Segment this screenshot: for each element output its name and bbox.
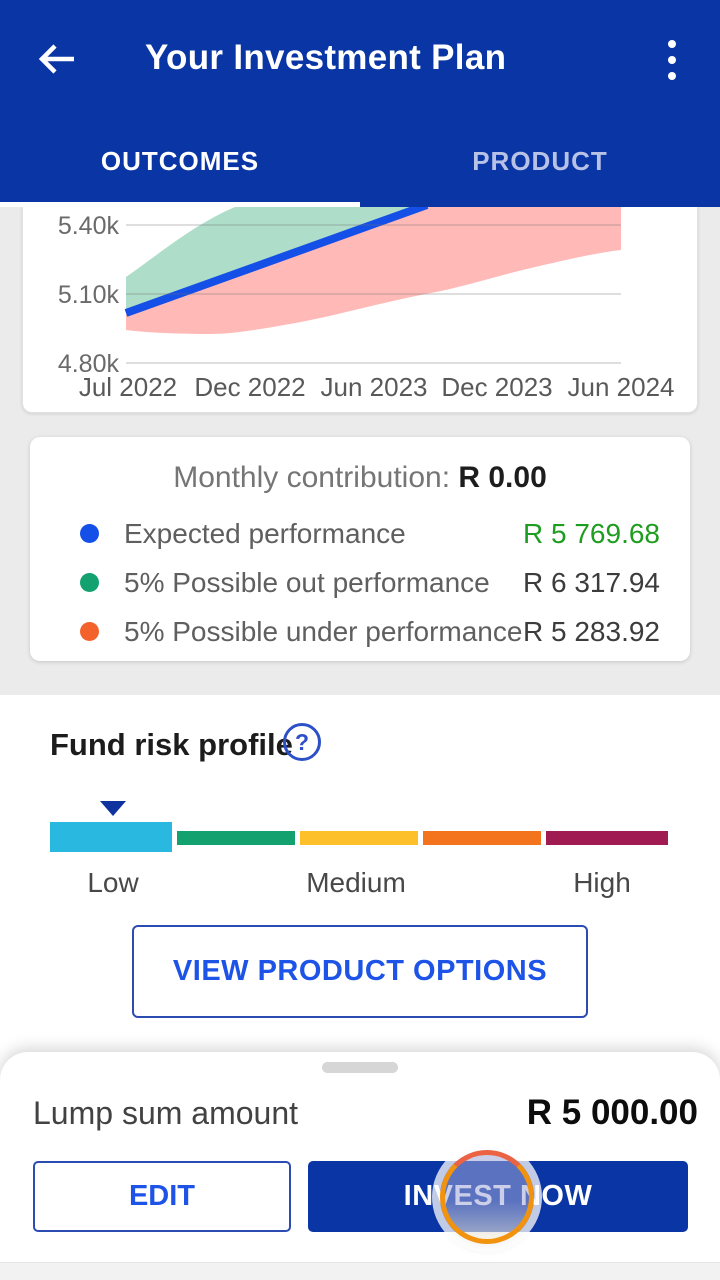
legend-value: R 5 283.92 xyxy=(523,615,660,647)
legend-label: 5% Possible out performance xyxy=(124,566,490,598)
x-tick: Jun 2024 xyxy=(568,372,675,402)
monthly-contribution: Monthly contribution: R 0.00 xyxy=(30,461,690,495)
y-tick: 4.80k xyxy=(58,350,120,378)
projection-chart[interactable]: 5.40k 5.10k 4.80k Jul 2022 Dec 2022 Jun … xyxy=(23,207,699,413)
tab-bar: OUTCOMES PRODUCT xyxy=(0,130,720,207)
chart-line-expected xyxy=(124,207,429,317)
page-title: Your Investment Plan xyxy=(145,38,507,77)
help-icon[interactable]: ? xyxy=(283,723,321,761)
legend-value: R 6 317.94 xyxy=(523,566,660,598)
y-axis-ticks: 5.40k 5.10k 4.80k xyxy=(58,212,120,378)
app-header: Your Investment Plan OUTCOMES PRODUCT xyxy=(0,0,720,207)
projection-chart-card: 5.40k 5.10k 4.80k Jul 2022 Dec 2022 Jun … xyxy=(22,207,698,413)
legend-row-underperformance: 5% Possible under performance R 5 283.92 xyxy=(30,607,690,656)
lump-sum-label: Lump sum amount xyxy=(33,1095,299,1131)
lump-sum-row: Lump sum amount R 5 000.00 xyxy=(0,1073,720,1133)
risk-segment-high[interactable] xyxy=(546,831,668,845)
chart-gridlines xyxy=(126,224,621,364)
fund-risk-title: Fund risk profile xyxy=(50,727,293,762)
monthly-contribution-label: Monthly contribution: xyxy=(173,461,459,494)
x-tick: Jul 2022 xyxy=(79,372,177,402)
legend-row-expected: Expected performance R 5 769.68 xyxy=(30,509,690,558)
legend-label: 5% Possible under performance xyxy=(124,615,523,647)
invest-now-button[interactable]: INVEST NOW xyxy=(308,1161,688,1232)
tab-product[interactable]: PRODUCT xyxy=(472,146,608,176)
outperformance-dot-icon xyxy=(80,573,99,592)
kebab-dot xyxy=(668,72,676,80)
underperformance-dot-icon xyxy=(80,622,99,641)
bottom-gesture-area xyxy=(0,1262,720,1280)
chart-area-underperformance xyxy=(126,207,621,334)
legend: Expected performance R 5 769.68 5% Possi… xyxy=(30,509,690,656)
y-tick: 5.10k xyxy=(58,281,120,309)
x-tick: Jun 2023 xyxy=(321,372,428,402)
x-tick: Dec 2023 xyxy=(441,372,552,402)
risk-segment-medium[interactable] xyxy=(300,831,418,845)
view-product-options-button[interactable]: VIEW PRODUCT OPTIONS xyxy=(132,925,588,1018)
risk-label-low: Low xyxy=(87,867,139,898)
x-axis-ticks: Jul 2022 Dec 2022 Jun 2023 Dec 2023 Jun … xyxy=(79,372,675,402)
arrow-left-icon xyxy=(38,44,74,74)
contribution-summary-card: Monthly contribution: R 0.00 Expected pe… xyxy=(30,437,690,661)
risk-label-high: High xyxy=(573,867,631,898)
risk-marker-triangle-icon xyxy=(100,801,126,816)
overflow-menu-button[interactable] xyxy=(652,38,692,82)
risk-segment-low-medium[interactable] xyxy=(177,831,295,845)
back-button[interactable] xyxy=(34,36,80,82)
drag-handle[interactable] xyxy=(322,1062,398,1073)
edit-button[interactable]: EDIT xyxy=(33,1161,291,1232)
kebab-dot xyxy=(668,56,676,64)
legend-label: Expected performance xyxy=(124,517,406,549)
x-tick: Dec 2022 xyxy=(194,372,305,402)
legend-row-outperformance: 5% Possible out performance R 6 317.94 xyxy=(30,558,690,607)
risk-segment-medium-high[interactable] xyxy=(423,831,541,845)
monthly-contribution-value: R 0.00 xyxy=(458,461,547,494)
risk-segment-low[interactable] xyxy=(50,822,172,852)
expected-dot-icon xyxy=(80,524,99,543)
legend-value: R 5 769.68 xyxy=(523,517,660,549)
active-tab-indicator xyxy=(0,202,360,207)
risk-label-medium: Medium xyxy=(306,867,406,898)
tab-outcomes[interactable]: OUTCOMES xyxy=(100,146,260,176)
bottom-sheet: Lump sum amount R 5 000.00 EDIT INVEST N… xyxy=(0,1052,720,1262)
y-tick: 5.40k xyxy=(58,212,120,240)
kebab-dot xyxy=(668,40,676,48)
lump-sum-value: R 5 000.00 xyxy=(526,1093,698,1132)
